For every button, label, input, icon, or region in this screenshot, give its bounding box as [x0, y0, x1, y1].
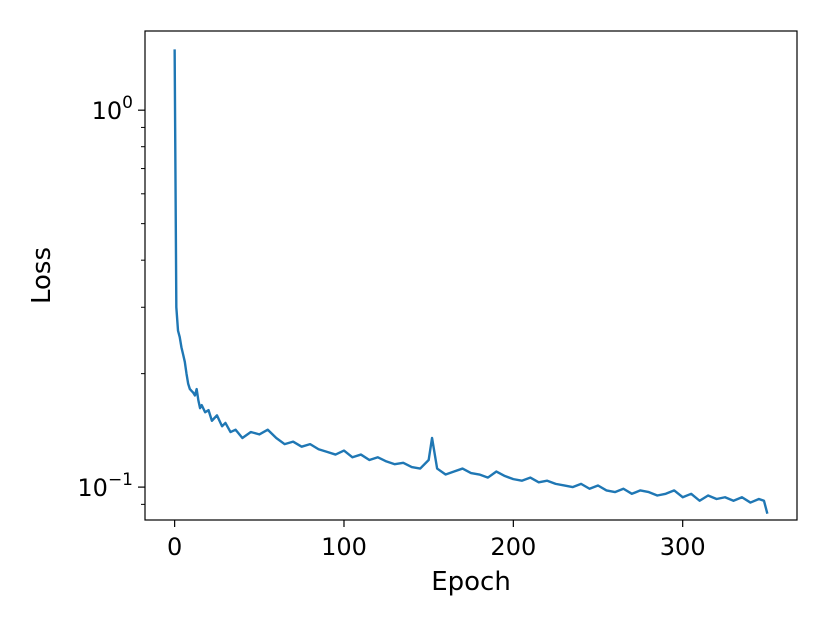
plot-area [173, 49, 769, 515]
y-tick-label: 10−1 [77, 470, 133, 502]
series-line-0 [173, 49, 769, 515]
y-axis-label: Loss [27, 247, 57, 304]
x-tick-label: 200 [490, 533, 536, 561]
x-axis-ticks: 0 100 200 300 [167, 520, 706, 561]
x-tick-label: 0 [167, 533, 182, 561]
plot-frame [144, 30, 798, 521]
y-tick-label: 100 [92, 93, 133, 125]
x-tick-label: 300 [660, 533, 706, 561]
y-axis-ticks: 100 10−1 [77, 93, 145, 505]
x-axis-label: Epoch [431, 567, 511, 597]
x-tick-label: 100 [321, 533, 367, 561]
